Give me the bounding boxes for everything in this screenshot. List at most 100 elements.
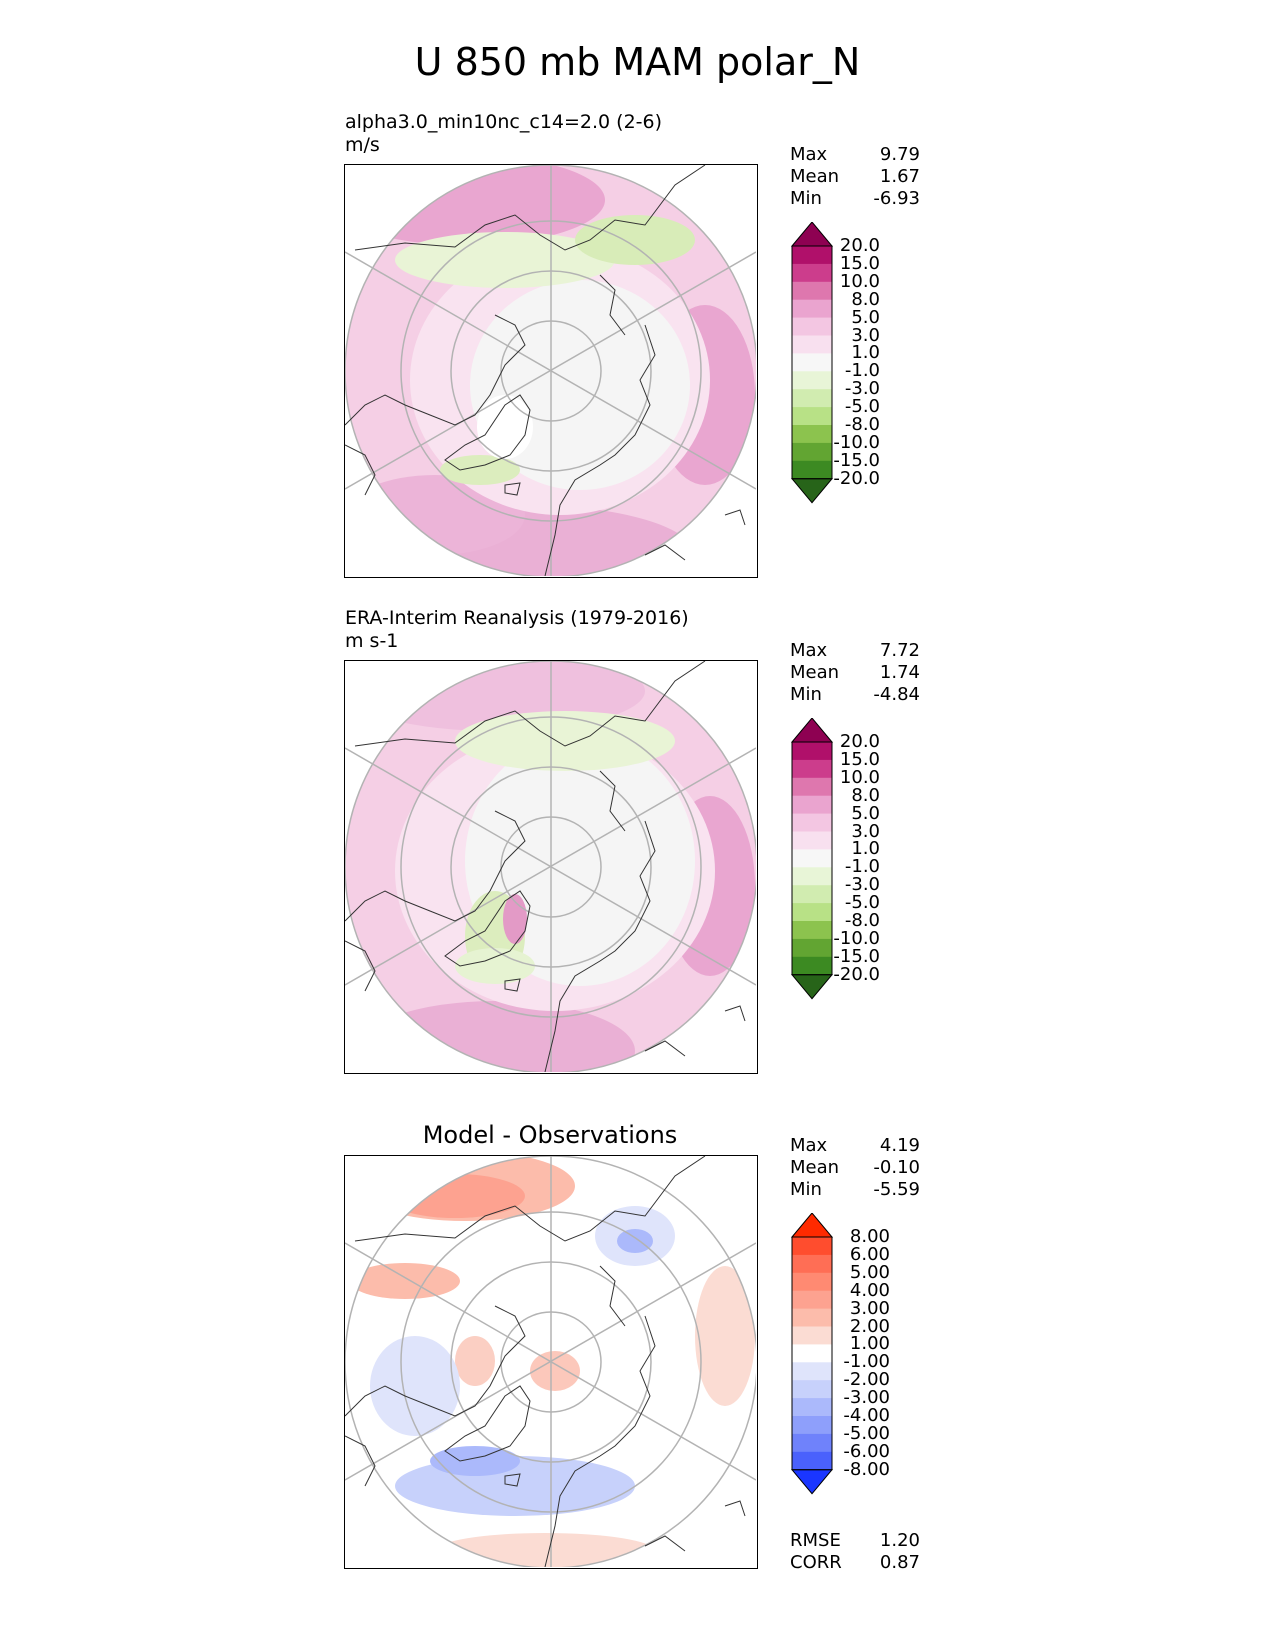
colorbar-band [792,425,832,444]
colorbar-band [792,442,832,462]
colorbar-tick-label: -20.0 [833,963,880,985]
corr-value: 0.87 [879,1552,920,1573]
panel3-stats: Max 4.19 Mean -0.10 Min -5.59 [790,1135,920,1201]
colorbar-band [792,921,832,940]
colorbar-tick-label: 8.0 [851,784,880,806]
colorbar-band [792,407,832,426]
colorbar-band [792,335,832,354]
colorbar-band [792,759,832,779]
colorbar-band [792,885,832,904]
colorbar-band [792,299,832,319]
panel2-map [344,660,758,1074]
colorbar-band [792,1398,832,1417]
colorbar-tick-label: 20.0 [839,731,880,752]
colorbar-tick-label: 3.0 [851,820,880,842]
panel2-coastlines [345,661,746,1073]
colorbar-band [792,1272,832,1292]
panel3-coastlines [345,1156,746,1568]
colorbar-band [792,742,832,761]
panel3-title: Model - Observations [422,1121,678,1149]
colorbar-band [792,263,832,283]
colorbar-band [792,371,832,390]
colorbar-tick-label: -3.0 [844,378,880,400]
colorbar-tick-label: 1.0 [851,838,880,860]
stat-min-value: -4.84 [873,684,920,705]
panel1-graticule [345,165,757,577]
colorbar-tick-label: 2.00 [849,1315,890,1337]
colorbar-tick-label: -5.0 [844,396,880,418]
colorbar-tick-label: -10.0 [833,431,880,453]
stat-max-value: 4.19 [879,1135,920,1156]
colorbar-band [792,903,832,922]
colorbar-band [792,1380,832,1399]
stat-min-value: -5.59 [873,1179,920,1200]
colorbar-band [792,246,832,265]
colorbar-band [792,353,832,372]
colorbar-band [792,317,832,336]
colorbar-tick-label: 1.0 [851,342,880,364]
colorbar-tick-label: -20.0 [833,467,880,489]
colorbar-tick-label: -1.0 [844,360,880,382]
colorbar-tick-label: -15.0 [833,449,880,471]
colorbar-band [792,1451,832,1471]
colorbar-band [792,1237,832,1256]
panel1-stats: Max 9.79 Mean 1.67 Min -6.93 [790,144,920,210]
stat-min-label: Min [790,1179,822,1200]
colorbar-tick-label: -8.0 [844,910,880,931]
panel1-field [345,165,757,577]
colorbar-band [792,938,832,958]
colorbar-band [792,1433,832,1453]
colorbar-tick-label: 5.0 [851,306,880,328]
colorbar-band [792,831,832,850]
colorbar-tick-label: -15.0 [833,945,880,967]
panel1-map [344,164,758,578]
colorbar-tick-label: 6.00 [849,1243,890,1265]
stat-max-value: 9.79 [879,144,920,165]
panel3-graticule [345,1156,757,1568]
colorbar-tick-label: 8.00 [849,1226,890,1247]
colorbar-tick-label: -10.0 [833,927,880,949]
colorbar-band [792,956,832,976]
colorbar-tick-label: -1.00 [843,1351,890,1373]
stat-max-label: Max [790,144,828,165]
colorbar-band [792,777,832,797]
colorbar-band [792,1416,832,1435]
panel3-map-svg [345,1156,757,1568]
rmse-label: RMSE [790,1530,841,1551]
colorbar-outline [791,1236,833,1471]
colorbar-tick-label: -3.00 [843,1387,890,1409]
colorbar-tick-label: -5.0 [844,892,880,914]
panel1-units: m/s [345,134,380,156]
panel2-units: m s-1 [345,630,399,652]
rmse-value: 1.20 [879,1530,920,1551]
colorbar-tick-label: -5.00 [843,1422,890,1444]
panel2-title: ERA-Interim Reanalysis (1979-2016) [345,607,689,629]
colorbar-band [792,813,832,832]
stat-mean-value: -0.10 [873,1157,920,1178]
panel1-colorbar [790,222,834,504]
colorbar-tick-label: 3.00 [849,1297,890,1319]
colorbar-tick-label: 5.00 [849,1261,890,1283]
colorbar-band [792,795,832,815]
colorbar-tick-label: -2.00 [843,1369,890,1391]
panel3-map [344,1155,758,1569]
colorbar-band [792,281,832,301]
colorbar-tick-label: 4.00 [849,1279,890,1301]
stat-min-label: Min [790,188,822,209]
colorbar-band [792,1254,832,1274]
colorbar-tick-label: 3.0 [851,324,880,346]
colorbar-tick-label: 10.0 [839,766,880,788]
stat-mean-label: Mean [790,662,840,683]
stat-max-value: 7.72 [879,640,920,661]
stat-mean-value: 1.67 [879,166,920,187]
colorbar-band [792,460,832,480]
colorbar-tick-label: 10.0 [839,270,880,292]
colorbar-tick-label: 15.0 [839,252,880,274]
panel1-coastlines [345,165,746,577]
colorbar-band [792,1290,832,1310]
stat-min-value: -6.93 [873,188,920,209]
stat-mean-label: Mean [790,1157,840,1178]
stat-min-label: Min [790,684,822,705]
colorbar-tick-label: -8.0 [844,414,880,435]
panel3-colorbar [790,1213,834,1495]
